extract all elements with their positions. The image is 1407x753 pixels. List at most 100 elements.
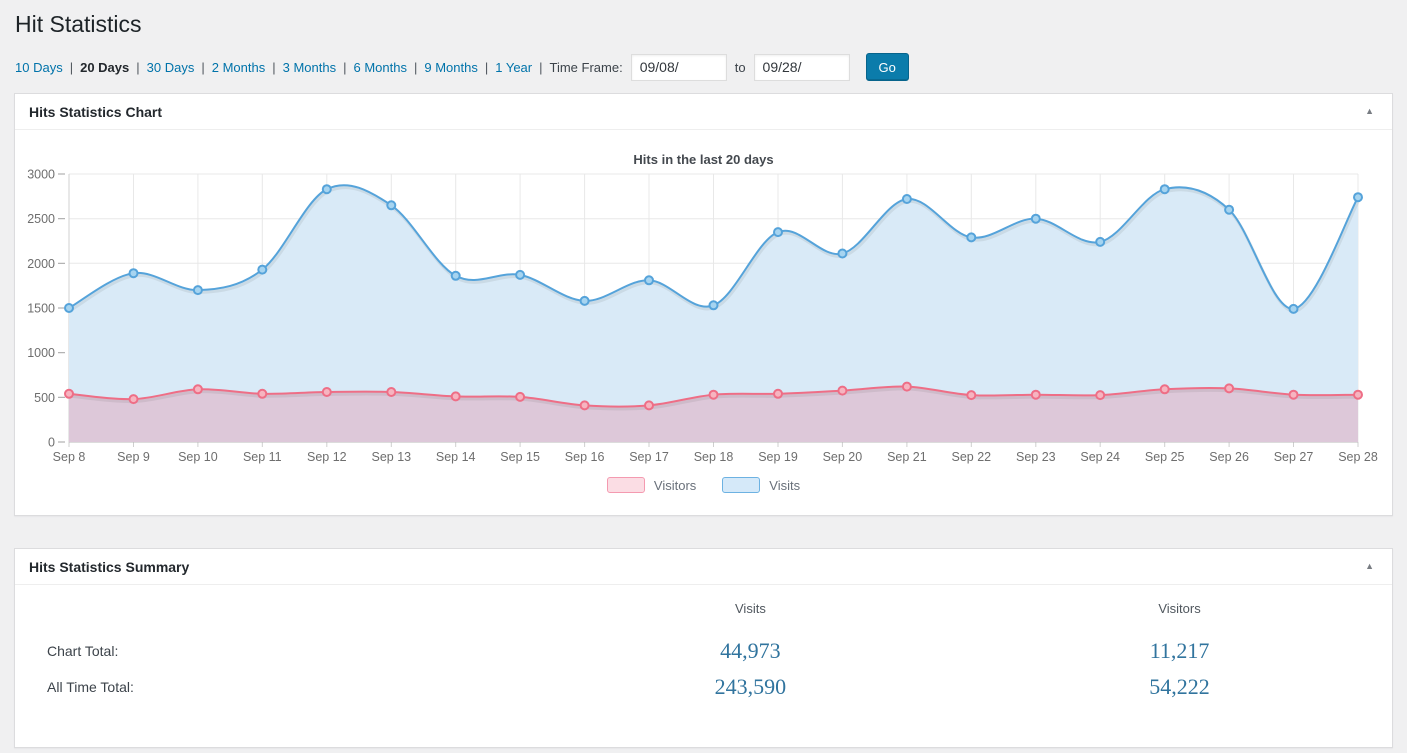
visits-area: [69, 185, 1358, 442]
y-tick-label: 500: [34, 391, 55, 405]
range-link-20-days[interactable]: 20 Days: [80, 59, 130, 75]
x-tick-label: Sep 16: [565, 450, 605, 464]
visits-data-point[interactable]: [644, 275, 654, 286]
time-frame-to-input[interactable]: [753, 53, 850, 81]
visitors-data-point[interactable]: [64, 388, 74, 399]
x-tick-label: Sep 12: [307, 450, 347, 464]
summary-panel-body: Visits Visitors Chart Total: 44,973 11,2…: [15, 585, 1392, 747]
visits-column-header: Visits: [735, 601, 766, 616]
visitors-data-point[interactable]: [1224, 383, 1235, 394]
range-link-30-days[interactable]: 30 Days: [146, 59, 195, 75]
visits-data-point[interactable]: [1159, 184, 1170, 195]
chart-title: Hits in the last 20 days: [633, 152, 774, 167]
visits-data-point[interactable]: [1224, 204, 1235, 215]
visitors-data-point[interactable]: [901, 381, 912, 392]
legend-item-visitors: Visitors: [606, 477, 697, 493]
visitors-data-point[interactable]: [192, 384, 203, 395]
visits-data-point[interactable]: [1288, 303, 1299, 314]
visits-data-point[interactable]: [1030, 213, 1041, 224]
separator: |: [413, 59, 418, 75]
x-tick-label: Sep 11: [243, 450, 282, 464]
all-time-total-visits-value: 243,590: [714, 674, 787, 699]
visits-data-point[interactable]: [1095, 236, 1106, 247]
visitors-data-point[interactable]: [515, 391, 526, 402]
visitors-data-point[interactable]: [128, 394, 139, 405]
x-tick-label: Sep 18: [694, 450, 734, 464]
visits-data-point[interactable]: [386, 200, 397, 211]
all-time-total-label: All Time Total:: [47, 679, 134, 695]
visitors-data-point[interactable]: [321, 387, 332, 397]
x-tick-label: Sep 14: [436, 450, 476, 464]
visits-data-point[interactable]: [708, 300, 719, 311]
visits-data-point[interactable]: [966, 232, 977, 243]
x-tick-label: Sep 20: [823, 450, 863, 464]
x-tick-label: Sep 24: [1080, 450, 1120, 464]
separator: |: [272, 59, 276, 75]
visitors-data-point[interactable]: [708, 389, 719, 400]
table-row: All Time Total: 243,590 54,222: [33, 669, 1374, 705]
y-tick-label: 1500: [27, 302, 55, 316]
visitors-data-point[interactable]: [1288, 389, 1299, 400]
y-tick-label: 0: [48, 436, 55, 450]
visits-data-point[interactable]: [64, 303, 74, 313]
time-frame-to-label: to: [734, 59, 746, 75]
range-link-2-months[interactable]: 2 Months: [211, 59, 266, 75]
visitors-data-point[interactable]: [773, 388, 783, 399]
legend-item-visits: Visits: [722, 477, 800, 493]
visits-data-point[interactable]: [192, 285, 203, 296]
range-link-6-months[interactable]: 6 Months: [353, 59, 407, 75]
collapse-arrow-icon[interactable]: ▲: [1361, 103, 1378, 120]
visits-legend-swatch: [722, 477, 761, 493]
visits-data-point[interactable]: [901, 194, 912, 204]
visitors-data-point[interactable]: [1159, 384, 1170, 395]
visits-data-point[interactable]: [321, 184, 332, 195]
visitors-data-point[interactable]: [579, 400, 590, 411]
visitors-data-point[interactable]: [837, 385, 848, 396]
chart-total-visitors-value: 11,217: [1149, 638, 1210, 663]
date-range-nav: 10 Days | 20 Days | 30 Days | 2 Months | 3 Month…: [15, 53, 1393, 81]
visitors-data-point[interactable]: [1030, 389, 1041, 400]
x-tick-label: Sep 23: [1016, 450, 1056, 464]
separator: |: [484, 59, 489, 75]
x-tick-label: Sep 21: [887, 450, 927, 464]
visitors-data-point[interactable]: [966, 390, 977, 401]
go-button[interactable]: Go: [865, 53, 909, 81]
x-tick-label: Sep 8: [53, 450, 86, 464]
range-link-9-months[interactable]: 9 Months: [424, 59, 478, 75]
collapse-arrow-icon[interactable]: ▲: [1361, 558, 1378, 575]
chart-panel-body: Hits in the last 20 days 0 500 1000 1500 200…: [15, 130, 1392, 515]
x-tick-label: Sep 19: [758, 450, 798, 464]
x-tick-label: Sep 15: [500, 450, 540, 464]
separator: |: [343, 59, 347, 75]
visitors-column-header: Visitors: [1158, 601, 1201, 616]
visitors-legend-label: Visitors: [653, 477, 697, 493]
time-frame-from-input[interactable]: [630, 53, 727, 81]
visits-data-point[interactable]: [515, 269, 526, 280]
visits-data-point[interactable]: [773, 227, 783, 238]
visitors-data-point[interactable]: [386, 387, 397, 397]
all-time-total-visitors-value: 54,222: [1149, 674, 1210, 699]
separator: |: [136, 59, 140, 75]
x-tick-label: Sep 25: [1145, 450, 1185, 464]
visitors-data-point[interactable]: [644, 400, 654, 411]
range-link-3-months[interactable]: 3 Months: [282, 59, 337, 75]
visitors-data-point[interactable]: [257, 388, 268, 399]
chart-panel-header[interactable]: Hits Statistics Chart ▲: [15, 94, 1392, 130]
visits-data-point[interactable]: [1353, 192, 1363, 203]
visits-data-point[interactable]: [450, 270, 461, 281]
visits-legend-label: Visits: [769, 477, 801, 493]
visits-data-point[interactable]: [257, 264, 268, 275]
visits-data-point[interactable]: [579, 295, 590, 306]
page-title: Hit Statistics: [15, 11, 142, 37]
visits-data-point[interactable]: [837, 248, 848, 259]
visitors-data-point[interactable]: [1353, 389, 1363, 400]
summary-panel-header[interactable]: Hits Statistics Summary ▲: [15, 549, 1392, 585]
hits-statistics-summary-panel: Hits Statistics Summary ▲ Visits Visitor…: [14, 548, 1393, 748]
range-link-10-days[interactable]: 10 Days: [15, 59, 63, 75]
visits-data-point[interactable]: [128, 268, 139, 279]
chart-legend: Visitors Visits: [15, 475, 1392, 495]
visitors-data-point[interactable]: [1095, 390, 1106, 401]
table-row: Chart Total: 44,973 11,217: [33, 633, 1374, 669]
range-link-1-year[interactable]: 1 Year: [495, 59, 533, 75]
visitors-data-point[interactable]: [450, 391, 461, 402]
